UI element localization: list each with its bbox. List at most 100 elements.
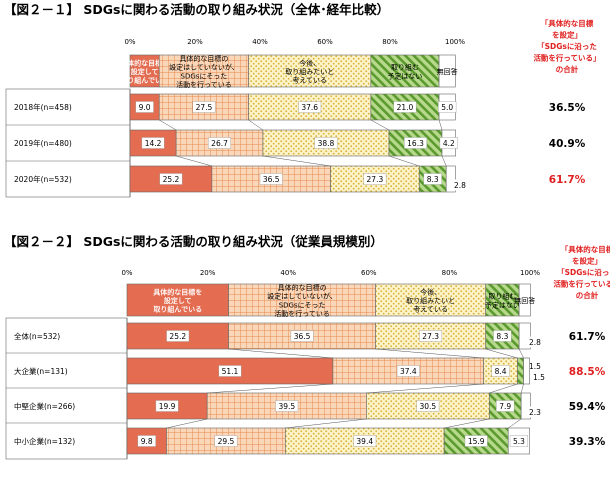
category-label: 全体(n=532): [14, 331, 60, 341]
value-label: 15.9: [468, 437, 485, 446]
value-label-box: [298, 101, 322, 113]
legend-label: 取り組む: [488, 292, 516, 301]
x-tick-label: 80%: [442, 269, 458, 277]
value-label: 8.3: [496, 332, 508, 341]
side-note-line: の合計: [576, 290, 599, 300]
value-label-box: [509, 435, 529, 447]
x-tick-label: 80%: [382, 38, 398, 46]
total-value: 59.4%: [569, 401, 606, 413]
value-label-box: [290, 330, 314, 342]
value-label-box: [166, 330, 190, 342]
value-label-box: [416, 400, 440, 412]
category-label: 中小企業(n=132): [14, 436, 75, 446]
value-label: 37.4: [400, 367, 417, 376]
bar-segment: [517, 357, 524, 385]
side-note-line: 活動を行っている」: [533, 53, 600, 63]
bar-segment: [518, 322, 531, 350]
legend-label: 設定して: [131, 67, 159, 76]
x-tick-label: 60%: [361, 269, 377, 277]
value-label-box: [396, 365, 420, 377]
legend-swatch: [129, 54, 160, 88]
connector-line: [518, 348, 524, 359]
side-note-line: 「具体的な目標: [541, 18, 594, 28]
connector-line: [262, 155, 331, 167]
connector-line: [207, 383, 333, 394]
value-label-box: [419, 330, 443, 342]
value-label-box: [393, 101, 417, 113]
value-label: 27.3: [422, 332, 439, 341]
connector-line: [441, 155, 447, 167]
total-value: 61.7%: [569, 331, 606, 343]
value-label: 2.8: [454, 181, 466, 190]
x-tick-label: 20%: [187, 38, 203, 46]
value-label: 14.2: [145, 139, 162, 148]
side-note-line: を設定」: [552, 30, 582, 40]
legend-label: 具体的な目標の: [278, 283, 327, 292]
legend-label: 設定して: [164, 296, 192, 305]
value-label: 9.0: [139, 103, 151, 112]
value-label: 4.2: [443, 139, 455, 148]
side-note-line: 「SDGsに沿った: [537, 41, 597, 51]
category-label: 大企業(n=131): [14, 366, 68, 376]
legend-label: 具体的な目標の: [179, 54, 228, 63]
value-label-box: [135, 101, 154, 113]
value-label: 37.6: [301, 103, 318, 112]
value-label: 9.8: [141, 437, 153, 446]
legend-label: 設定はしていないが、: [267, 292, 337, 301]
value-label-box: [526, 360, 544, 372]
value-label: 8.3: [427, 175, 439, 184]
value-label-box: [493, 330, 512, 342]
total-value: 36.5%: [549, 102, 586, 114]
legend-label: 考えている: [292, 77, 327, 85]
value-label-box: [159, 173, 183, 185]
value-label-box: [439, 137, 458, 149]
legend-label: 予定はない: [387, 71, 422, 80]
legend-label: 予定はない: [485, 300, 520, 309]
chart-title: 【図２－１】 SDGsに関わる活動の取り組み状況（全体･経年比較）: [4, 2, 389, 17]
value-label: 1.5: [533, 373, 545, 382]
connector-line: [366, 383, 484, 394]
value-label-box: [214, 435, 238, 447]
legend-label: 設定はしていないが、: [169, 63, 239, 72]
connector-line: [388, 155, 420, 167]
value-label-box: [155, 400, 179, 412]
value-label: 27.3: [367, 175, 384, 184]
legend-label: 取り組む: [391, 63, 419, 72]
legend-label: 活動を行っている: [176, 80, 232, 89]
legend-label: 取り組んでいる: [153, 305, 202, 314]
value-label-box: [314, 137, 338, 149]
value-label: 25.2: [169, 332, 186, 341]
legend-label: 今後、: [299, 58, 320, 67]
value-label: 5.0: [441, 103, 453, 112]
side-note-line: 活動を行っている」: [553, 279, 610, 289]
total-value: 61.7%: [549, 174, 586, 186]
value-label: 51.1: [222, 367, 239, 376]
category-frame: [5, 317, 128, 460]
legend-label: 考えている: [413, 306, 448, 314]
side-note-line: 「具体的な目標: [561, 244, 610, 254]
connector-line: [444, 418, 490, 429]
value-label-box: [192, 101, 216, 113]
bar-segment: [445, 165, 456, 193]
legend-swatch: [438, 54, 456, 88]
connector-line: [248, 119, 264, 131]
value-label: 7.9: [499, 402, 511, 411]
legend-label: 無回答: [437, 67, 458, 76]
value-label: 21.0: [397, 103, 414, 112]
connector-line: [285, 418, 367, 429]
category-label: 2019年(n=480): [14, 138, 72, 148]
connector-line: [438, 119, 443, 131]
connector-line: [166, 418, 208, 429]
value-label: 19.9: [159, 402, 176, 411]
category-label: 2020年(n=532): [14, 174, 72, 184]
value-label-box: [438, 101, 457, 113]
connector-line: [508, 418, 522, 429]
value-label-box: [137, 435, 156, 447]
legend-label: SDGsにそった: [279, 301, 326, 309]
legend-swatch: [370, 54, 440, 88]
bar-segment: [520, 392, 531, 420]
legend-label: 具体的な目標を: [153, 287, 202, 296]
category-label: 中堅企業(n=266): [14, 401, 75, 411]
x-tick-label: 20%: [200, 269, 216, 277]
x-tick-label: 0%: [121, 269, 132, 277]
